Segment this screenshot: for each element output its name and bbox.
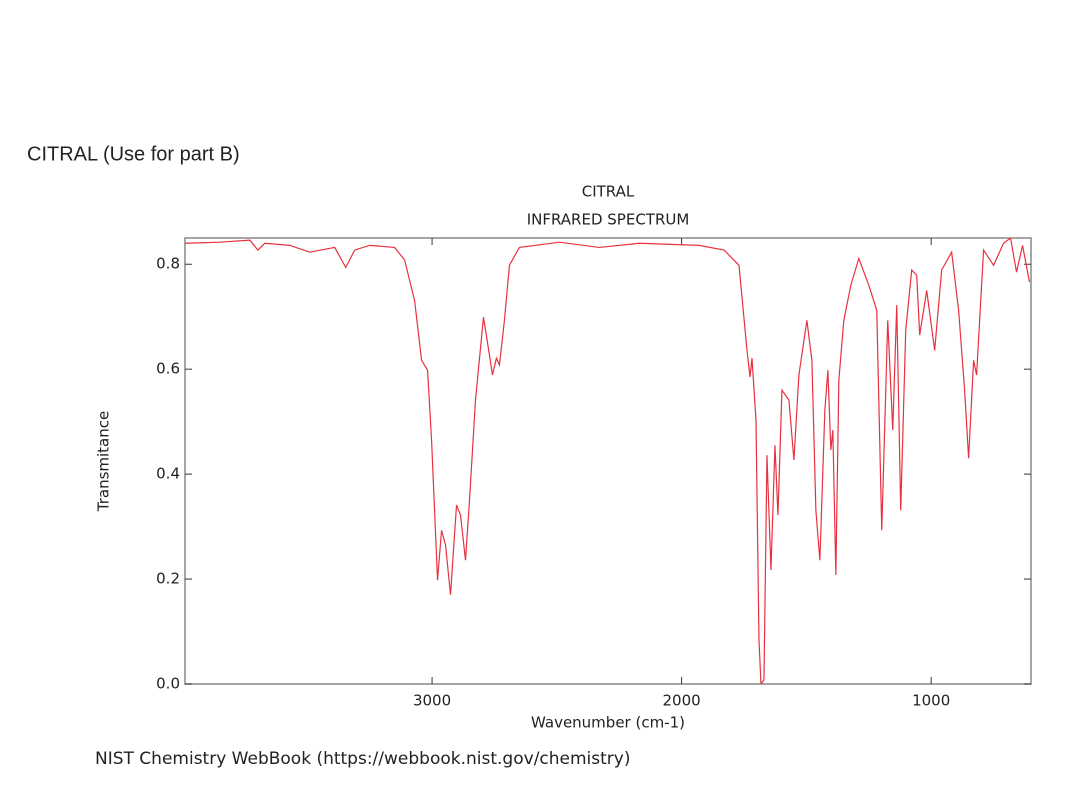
source-note: NIST Chemistry WebBook (https://webbook.…	[95, 749, 630, 769]
x-axis-label: Wavenumber (cm-1)	[531, 714, 685, 732]
y-tick-label: 0.6	[156, 360, 180, 378]
x-tick-label: 3000	[413, 692, 451, 710]
plot-frame	[184, 237, 1032, 685]
heading: CITRAL (Use for part B)	[27, 143, 240, 165]
spectrum-line	[185, 238, 1031, 684]
chart-subtitle: INFRARED SPECTRUM	[527, 211, 690, 229]
y-axis-label: Transmitance	[95, 411, 113, 512]
y-tick-label: 0.0	[156, 675, 180, 693]
chart-title: CITRAL	[582, 183, 635, 201]
y-tick-label: 0.2	[156, 570, 180, 588]
y-tick-label: 0.4	[156, 465, 180, 483]
x-tick-label: 2000	[663, 692, 701, 710]
y-tick-label: 0.8	[156, 255, 180, 273]
x-tick-label: 1000	[912, 692, 950, 710]
